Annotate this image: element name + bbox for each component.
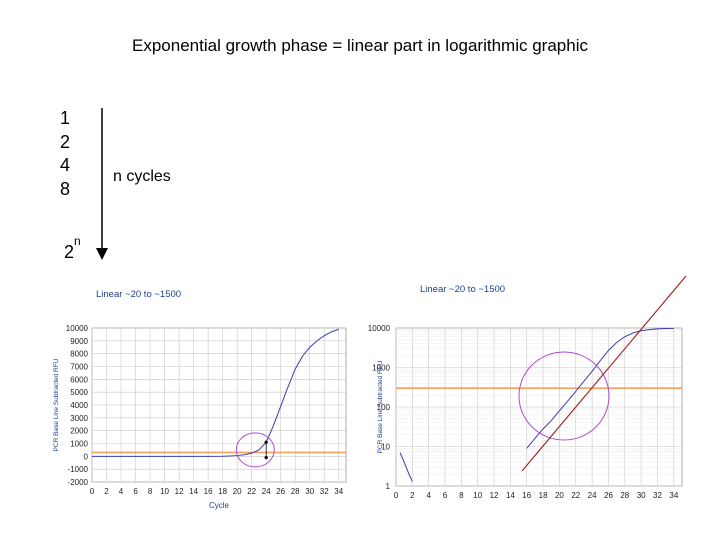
y-tick-label: 4000 xyxy=(70,401,88,410)
x-tick-label: 14 xyxy=(189,487,198,496)
power-of-two-label: 2n xyxy=(64,234,81,263)
x-tick-label: 28 xyxy=(291,487,300,496)
x-tick-label: 10 xyxy=(160,487,169,496)
y-tick-label: 5000 xyxy=(70,388,88,397)
x-tick-label: 12 xyxy=(490,491,499,500)
x-tick-label: 6 xyxy=(133,487,138,496)
x-tick-label: 34 xyxy=(334,487,343,496)
x-axis-label: Cycle xyxy=(209,501,230,510)
power-exponent: n xyxy=(74,234,81,248)
x-tick-label: 30 xyxy=(637,491,646,500)
y-tick-label: 1000 xyxy=(70,440,88,449)
x-tick-label: 32 xyxy=(320,487,329,496)
x-tick-label: 4 xyxy=(426,491,431,500)
power-base: 2 xyxy=(64,242,75,262)
y-tick-label: 3000 xyxy=(70,414,88,423)
x-tick-label: 2 xyxy=(410,491,415,500)
x-tick-label: 20 xyxy=(233,487,242,496)
y-tick-label: 6000 xyxy=(70,375,88,384)
x-tick-label: 30 xyxy=(305,487,314,496)
marker-dot xyxy=(264,440,268,444)
series-line xyxy=(399,452,413,482)
y-tick-label: -1000 xyxy=(68,465,89,474)
y-tick-label: 10 xyxy=(381,443,390,452)
x-tick-label: 2 xyxy=(104,487,109,496)
sequence-value-1: 1 xyxy=(59,108,70,128)
x-tick-label: 18 xyxy=(539,491,548,500)
x-tick-label: 22 xyxy=(571,491,580,500)
y-tick-label: 2000 xyxy=(70,427,88,436)
chart-title: Linear ~20 to ~1500 xyxy=(96,289,181,300)
x-tick-label: 0 xyxy=(90,487,95,496)
y-tick-label: 7000 xyxy=(70,363,88,372)
y-tick-label: 10000 xyxy=(66,324,89,333)
x-tick-label: 28 xyxy=(620,491,629,500)
x-tick-label: 0 xyxy=(394,491,399,500)
y-tick-label: 9000 xyxy=(70,337,88,346)
sequence-value-4: 4 xyxy=(59,155,70,175)
y-tick-label: 0 xyxy=(84,452,89,461)
x-tick-label: 32 xyxy=(653,491,662,500)
x-tick-label: 10 xyxy=(473,491,482,500)
x-tick-label: 26 xyxy=(276,487,285,496)
x-tick-label: 16 xyxy=(204,487,213,496)
y-tick-label: -2000 xyxy=(68,478,89,487)
chart-title: Linear ~20 to ~1500 xyxy=(420,284,505,295)
series-line xyxy=(526,327,674,449)
y-tick-label: 100 xyxy=(377,403,391,412)
x-tick-label: 24 xyxy=(262,487,271,496)
highlight-circle xyxy=(518,351,610,441)
exponential-fit-line xyxy=(521,275,687,472)
highlight-circle xyxy=(235,432,275,468)
x-tick-label: 24 xyxy=(588,491,597,500)
series-line xyxy=(92,328,339,457)
chart-2: 0 2 4 6 8 10 12 14 16 18 20 22 24 26 28 30 32 34100001000… xyxy=(368,275,687,500)
chart-1: 0 2 4 6 8 10 12 14 16 18 20 22 24 26 28 30 32 34100009000… xyxy=(53,289,347,510)
x-tick-label: 22 xyxy=(247,487,256,496)
y-tick-label: 1 xyxy=(386,482,391,491)
x-tick-label: 8 xyxy=(459,491,464,500)
x-tick-label: 26 xyxy=(604,491,613,500)
slide-title: Exponential growth phase = linear part i… xyxy=(132,36,588,55)
marker-dot xyxy=(264,456,268,460)
x-tick-label: 8 xyxy=(148,487,153,496)
y-axis-label: PCR Base Line Subtracted RFU xyxy=(377,360,384,453)
x-tick-label: 6 xyxy=(443,491,448,500)
y-tick-label: 1000 xyxy=(372,364,390,373)
y-axis-label: PCR Base Line Subtracted RFU xyxy=(53,358,60,451)
sequence-value-2: 2 xyxy=(59,132,70,152)
x-tick-label: 18 xyxy=(218,487,227,496)
n-cycles-label: n cycles xyxy=(113,168,171,185)
sequence-value-8: 8 xyxy=(59,179,70,199)
y-tick-label: 10000 xyxy=(368,324,391,333)
x-tick-label: 4 xyxy=(119,487,124,496)
x-tick-label: 14 xyxy=(506,491,515,500)
y-tick-label: 8000 xyxy=(70,350,88,359)
x-tick-label: 16 xyxy=(522,491,531,500)
x-tick-label: 12 xyxy=(175,487,184,496)
x-tick-label: 34 xyxy=(669,491,678,500)
x-tick-label: 20 xyxy=(555,491,564,500)
